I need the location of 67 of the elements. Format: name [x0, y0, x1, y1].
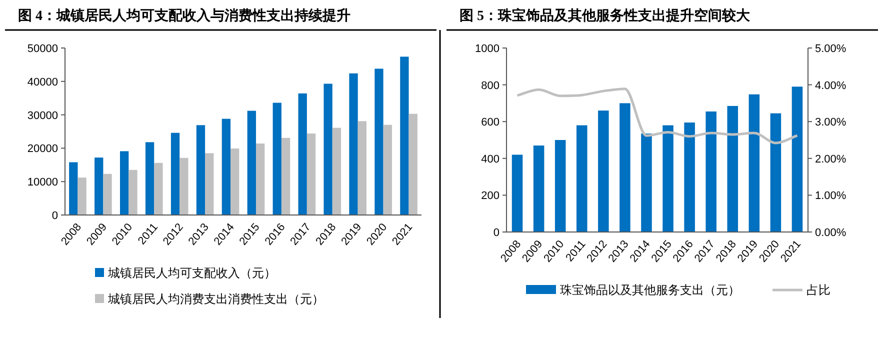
bar [78, 178, 86, 215]
y2-tick-label: 2.00% [815, 153, 846, 166]
y-tick-label: 30000 [27, 110, 58, 122]
bar [196, 125, 206, 215]
bar [408, 114, 418, 215]
bar [180, 158, 188, 215]
bar [383, 124, 392, 215]
bar [281, 138, 290, 215]
y2-tick-label: 0.00% [815, 227, 846, 239]
bar [662, 125, 674, 232]
bar [324, 84, 332, 215]
bar [641, 134, 652, 232]
y-tick-label: 1000 [475, 43, 500, 55]
bar [770, 113, 782, 232]
bar [154, 162, 163, 215]
chart-title: 图 5：珠宝饰品及其他服务性支出提升空间较大 [460, 7, 751, 24]
y-tick-label: 400 [481, 153, 500, 166]
bar [94, 158, 104, 215]
bar [512, 154, 523, 232]
bar [400, 56, 409, 215]
bar [576, 125, 588, 232]
y2-tick-label: 3.00% [815, 116, 846, 129]
y-tick-label: 200 [481, 190, 500, 202]
line-series [516, 88, 798, 144]
legend-label: 珠宝饰品以及其他服务支出（元） [560, 283, 740, 297]
y-tick-label: 20000 [27, 143, 58, 156]
legend-label: 城镇居民人均可支配收入（元） [107, 266, 276, 280]
bar [792, 86, 803, 232]
bar [374, 68, 384, 215]
y2-tick-label: 4.00% [815, 80, 846, 92]
bar [69, 162, 78, 215]
bar [598, 110, 609, 232]
bar [298, 93, 307, 215]
legend-label: 城镇居民人均消费支出消费性支出（元） [107, 292, 324, 306]
y2-tick-label: 1.00% [815, 190, 846, 202]
bar [230, 148, 240, 215]
bar [256, 144, 265, 215]
legend-label: 占比 [806, 283, 830, 297]
bar [727, 106, 738, 232]
y-tick-label: 600 [481, 116, 500, 129]
bar [170, 132, 180, 215]
y-tick-label: 0 [493, 227, 500, 239]
bar [684, 122, 695, 232]
y-tick-label: 800 [481, 80, 500, 92]
bar [222, 118, 231, 215]
bar [103, 174, 112, 215]
y-tick-label: 10000 [27, 176, 58, 189]
bar [272, 102, 282, 215]
bar [306, 134, 316, 215]
y-tick-label: 0 [52, 210, 58, 222]
bar [332, 128, 342, 215]
bar [145, 142, 154, 215]
bar [748, 94, 760, 232]
bar [247, 110, 256, 215]
bar [120, 151, 129, 215]
bar [349, 73, 358, 215]
y-tick-label: 50000 [27, 43, 58, 55]
y2-tick-label: 5.00% [815, 43, 846, 55]
y-tick-label: 40000 [27, 76, 58, 88]
bar [620, 103, 630, 232]
bar [358, 121, 366, 215]
bar [706, 111, 716, 232]
bar [554, 140, 566, 232]
bar [205, 153, 214, 215]
bar [533, 146, 544, 232]
bar [128, 170, 138, 215]
chart-title: 图 4：城镇居民人均可支配收入与消费性支出持续提升 [18, 7, 350, 24]
